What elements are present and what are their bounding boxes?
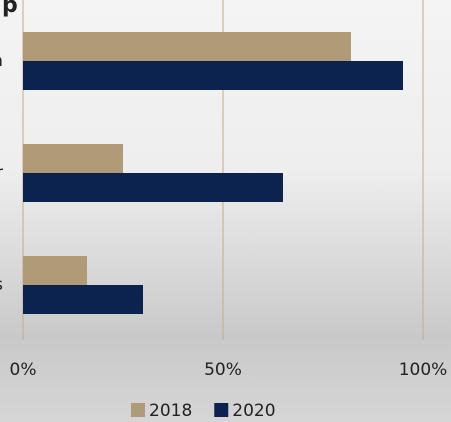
bar	[23, 32, 351, 61]
x-tick-label: 0%	[10, 360, 37, 380]
bar	[23, 256, 87, 285]
x-tick-label: 100%	[399, 360, 448, 380]
y-tick-label: r	[0, 163, 3, 183]
chart: p 0% 50% 100% a r s 2018 2020	[0, 0, 451, 422]
page: p 0% 50% 100% a r s 2018 2020	[0, 0, 451, 422]
legend-label: 2018	[149, 401, 192, 421]
bar	[23, 61, 403, 90]
bar	[23, 173, 283, 202]
bar	[23, 285, 143, 314]
legend-label: 2020	[232, 401, 275, 421]
y-tick-label: a	[0, 51, 3, 71]
bar	[23, 144, 123, 173]
legend-swatch	[214, 403, 228, 417]
legend-swatch	[131, 403, 145, 417]
chart-title: p	[2, 0, 18, 18]
y-tick-label: s	[0, 275, 3, 295]
x-tick-label: 50%	[204, 360, 242, 380]
